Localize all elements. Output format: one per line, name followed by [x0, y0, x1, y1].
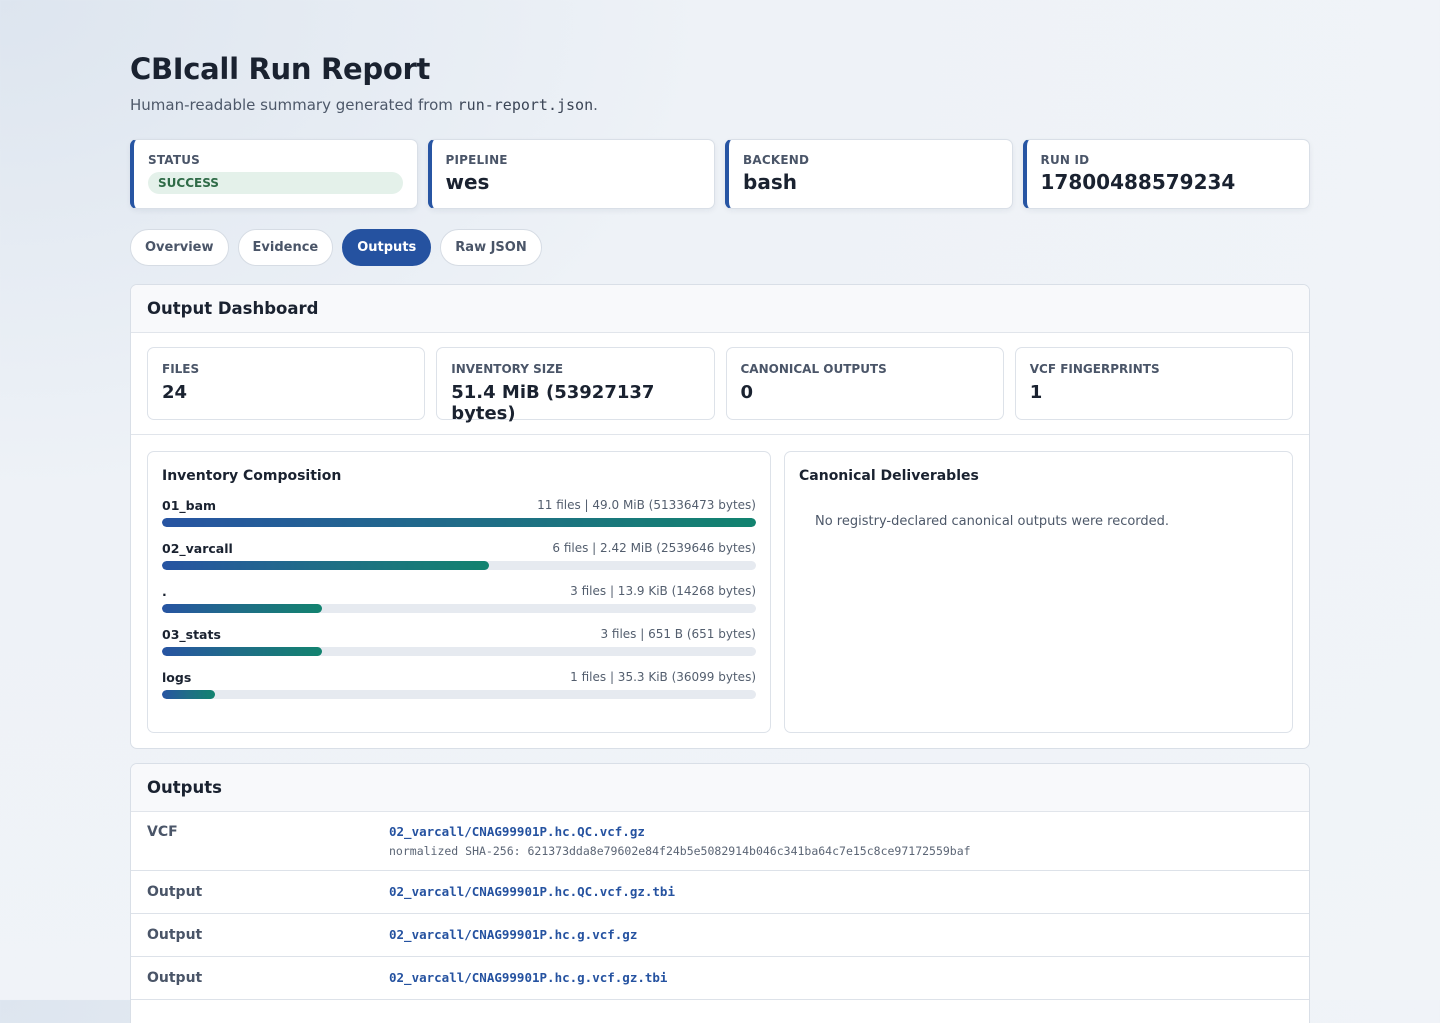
composition-bar-list: 01_bam 11 files | 49.0 MiB (51336473 byte…: [162, 498, 756, 699]
inventory-composition-title: Inventory Composition: [162, 468, 342, 484]
status-badge: SUCCESS: [148, 172, 403, 194]
composition-row-header: 01_bam 11 files | 49.0 MiB (51336473 byte…: [162, 498, 756, 513]
output-path-link[interactable]: 02_varcall/CNAG99901P.hc.QC.vcf.gz.tbi: [389, 884, 675, 899]
composition-group-name: logs: [162, 670, 192, 685]
output-path-link[interactable]: 02_varcall/CNAG99901P.hc.QC.vcf.gz: [389, 824, 645, 839]
metric-files: FILES 24: [147, 347, 426, 420]
metric-canonical-outputs: CANONICAL OUTPUTS 0: [725, 347, 1004, 420]
outputs-title: Outputs: [131, 764, 1309, 812]
tab-overview[interactable]: Overview: [130, 229, 229, 266]
output-kind: Output: [147, 927, 203, 943]
composition-group-name: .: [162, 584, 167, 599]
backend-value: bash: [743, 170, 797, 194]
composition-bar-track: [162, 690, 756, 699]
composition-row: logs 1 files | 35.3 KiB (36099 bytes): [162, 670, 756, 699]
pipeline-value: wes: [445, 170, 490, 194]
dashboard-metrics: FILES 24 INVENTORY SIZE 51.4 MiB (539271…: [147, 347, 1293, 424]
composition-bar-fill: [162, 561, 489, 570]
composition-row: . 3 files | 13.9 KiB (14268 bytes): [162, 584, 756, 613]
composition-row-header: 03_stats 3 files | 651 B (651 bytes): [162, 627, 756, 642]
composition-bar-track: [162, 561, 756, 570]
composition-group-meta: 1 files | 35.3 KiB (36099 bytes): [570, 670, 756, 684]
composition-bar-track: [162, 518, 756, 527]
composition-group-meta: 3 files | 13.9 KiB (14268 bytes): [570, 584, 756, 598]
composition-row: 02_varcall 6 files | 2.42 MiB (2539646 by…: [162, 541, 756, 570]
status-card: STATUS SUCCESS: [130, 139, 418, 209]
composition-group-name: 03_stats: [162, 627, 221, 642]
composition-group-meta: 3 files | 651 B (651 bytes): [600, 627, 756, 641]
output-row: Output 02_varcall/CNAG99901P.hc.QC.vcf.g…: [131, 871, 1309, 914]
tab-outputs[interactable]: Outputs: [342, 229, 432, 266]
output-kind: Output: [147, 884, 203, 900]
output-dashboard-title: Output Dashboard: [131, 285, 1309, 333]
inventory-composition-card: Inventory Composition 01_bam 11 files | 4…: [147, 451, 771, 733]
run-id-value: 17800488579234: [1040, 170, 1236, 194]
composition-group-name: 02_varcall: [162, 541, 233, 556]
outputs-panel: Outputs VCF 02_varcall/CNAG99901P.hc.QC.…: [130, 763, 1310, 1023]
metric-inventory-size: INVENTORY SIZE 51.4 MiB (53927137 bytes): [436, 347, 715, 424]
canonical-deliverables-card: Canonical Deliverables No registry-decla…: [784, 451, 1293, 733]
output-path-link[interactable]: 02_varcall/CNAG99901P.hc.g.vcf.gz: [389, 927, 638, 942]
backend-card: BACKEND bash: [725, 139, 1013, 209]
output-row: VCF 02_varcall/CNAG99901P.hc.QC.vcf.gz n…: [131, 812, 1309, 871]
composition-bar-fill: [162, 690, 216, 699]
output-row: Output 02_varcall/CNAG99901P.hc.g.vcf.gz: [131, 914, 1309, 957]
metric-vcf-fingerprints: VCF FINGERPRINTS 1: [1014, 347, 1293, 420]
canonical-deliverables-title: Canonical Deliverables: [799, 468, 979, 484]
composition-row: 01_bam 11 files | 49.0 MiB (51336473 byte…: [162, 498, 756, 527]
composition-group-name: 01_bam: [162, 498, 217, 513]
output-row: Output 02_varcall/CNAG99901P.hc.g.vcf.gz…: [131, 957, 1309, 1000]
composition-group-meta: 11 files | 49.0 MiB (51336473 bytes): [537, 498, 756, 512]
composition-bar-fill: [162, 518, 756, 527]
composition-row: 03_stats 3 files | 651 B (651 bytes): [162, 627, 756, 656]
composition-row-header: logs 1 files | 35.3 KiB (36099 bytes): [162, 670, 756, 685]
tab-evidence[interactable]: Evidence: [237, 229, 334, 266]
output-hash: normalized SHA-256: 621373dda8e79602e84f…: [389, 844, 971, 858]
summary-cards: STATUS SUCCESS PIPELINE wes BACKEND bash…: [130, 139, 1310, 209]
tab-bar: Overview Evidence Outputs Raw JSON: [130, 229, 542, 266]
canonical-empty-message: No registry-declared canonical outputs w…: [815, 514, 1170, 529]
composition-bar-fill: [162, 604, 323, 613]
run-id-card: RUN ID 17800488579234: [1022, 139, 1310, 209]
page-subtitle: Human-readable summary generated from ru…: [130, 96, 598, 114]
composition-bar-fill: [162, 647, 323, 656]
tab-raw-json[interactable]: Raw JSON: [440, 229, 542, 266]
output-dashboard-panel: Output Dashboard FILES 24 INVENTORY SIZE…: [130, 284, 1310, 749]
composition-group-meta: 6 files | 2.42 MiB (2539646 bytes): [552, 541, 756, 555]
output-path-link[interactable]: 02_varcall/CNAG99901P.hc.g.vcf.gz.tbi: [389, 970, 668, 985]
divider: [131, 434, 1309, 435]
composition-bar-track: [162, 604, 756, 613]
output-kind: VCF: [147, 824, 178, 840]
page-title: CBIcall Run Report: [130, 52, 431, 86]
composition-row-header: . 3 files | 13.9 KiB (14268 bytes): [162, 584, 756, 599]
report-filename: run-report.json: [457, 96, 594, 114]
composition-row-header: 02_varcall 6 files | 2.42 MiB (2539646 by…: [162, 541, 756, 556]
pipeline-card: PIPELINE wes: [427, 139, 715, 209]
output-kind: Output: [147, 970, 203, 986]
composition-bar-track: [162, 647, 756, 656]
